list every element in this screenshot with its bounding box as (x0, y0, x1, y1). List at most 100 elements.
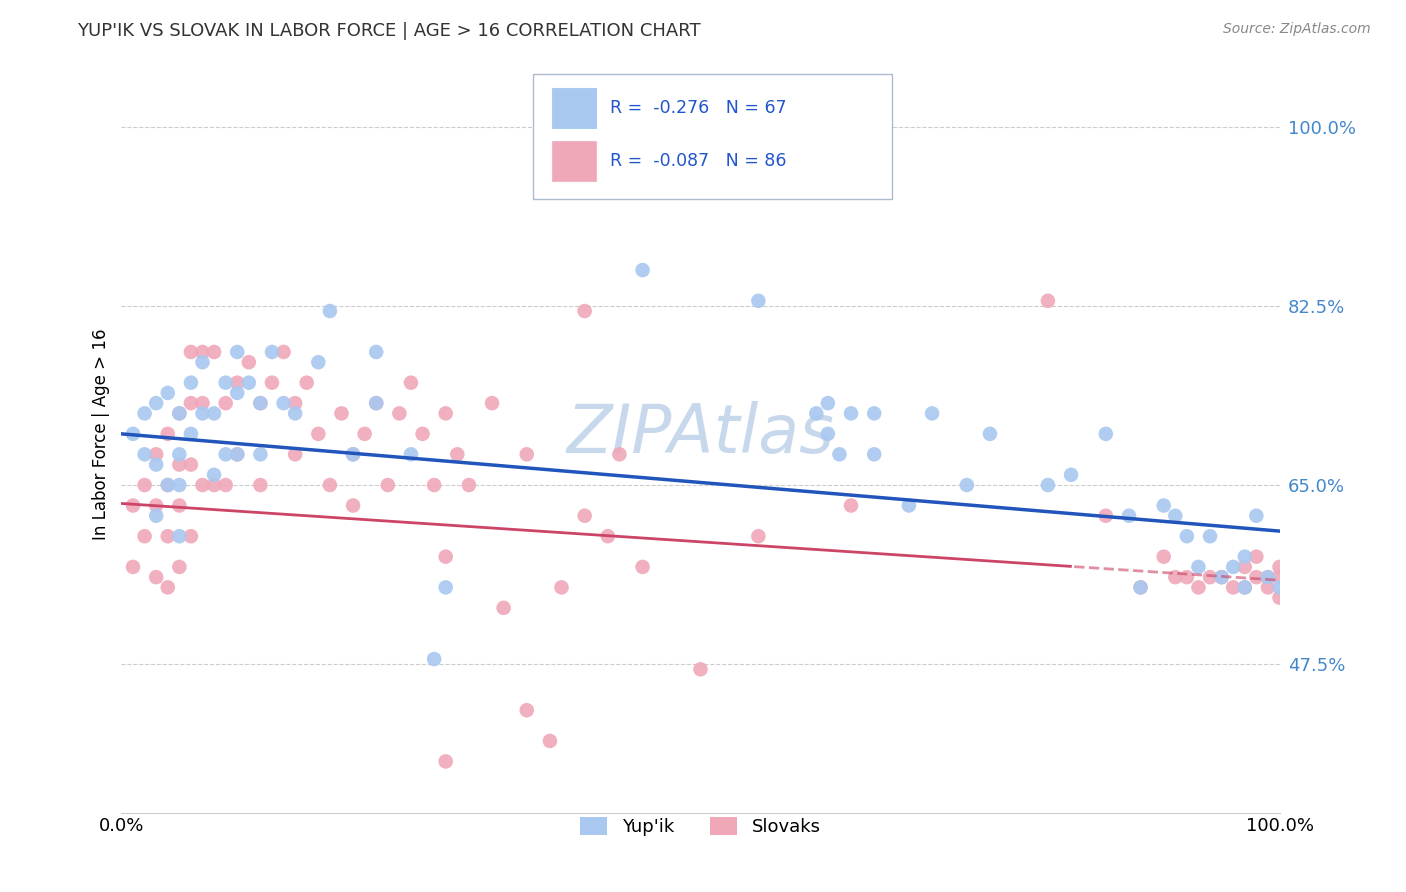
Point (446, 447, 468, 461)
Point (689, 662, 711, 676)
Point (574, 304, 596, 318)
Point (609, 447, 631, 461)
Point (1233, 560, 1256, 574)
Point (956, 478, 979, 492)
Point (249, 478, 271, 492)
Point (1257, 581, 1279, 595)
Point (366, 396, 388, 410)
Point (747, 529, 769, 543)
Point (1268, 581, 1291, 595)
Point (122, 426, 145, 441)
Point (145, 499, 167, 513)
Point (1164, 570, 1187, 584)
Point (238, 355, 260, 369)
Point (1187, 581, 1209, 595)
Point (377, 478, 399, 492)
Point (1153, 499, 1175, 513)
Point (1268, 591, 1291, 605)
Point (1175, 529, 1198, 543)
Point (863, 447, 886, 461)
Point (839, 406, 862, 420)
Point (202, 406, 225, 420)
Point (434, 549, 457, 564)
Point (191, 396, 214, 410)
Point (319, 478, 342, 492)
Point (169, 458, 191, 472)
Point (1094, 508, 1116, 523)
Point (921, 406, 943, 420)
Point (423, 478, 446, 492)
Point (538, 734, 561, 748)
Point (1246, 549, 1268, 564)
Point (1129, 581, 1152, 595)
Point (180, 529, 202, 543)
Point (191, 406, 214, 420)
Point (284, 396, 307, 410)
Point (492, 600, 515, 615)
Point (353, 426, 375, 441)
Point (1211, 570, 1233, 584)
Point (1222, 560, 1244, 574)
Point (238, 376, 260, 390)
Point (1257, 570, 1279, 584)
FancyBboxPatch shape (553, 88, 596, 128)
Point (1268, 560, 1291, 574)
Point (134, 406, 156, 420)
Point (979, 426, 1001, 441)
Point (156, 529, 179, 543)
Point (1233, 549, 1256, 564)
Point (806, 406, 828, 420)
Point (284, 406, 307, 420)
Point (434, 406, 457, 420)
Point (457, 478, 479, 492)
Point (1246, 570, 1268, 584)
Point (1036, 478, 1059, 492)
Point (180, 376, 202, 390)
Text: ZIPAtlas: ZIPAtlas (567, 401, 834, 467)
Point (260, 345, 283, 359)
Point (366, 396, 388, 410)
Point (1118, 508, 1140, 523)
Point (1257, 570, 1279, 584)
Point (863, 406, 886, 420)
Point (180, 426, 202, 441)
Point (156, 581, 179, 595)
Point (1268, 570, 1291, 584)
Point (412, 426, 434, 441)
Point (434, 755, 457, 769)
Point (295, 376, 318, 390)
Point (122, 499, 145, 513)
Point (145, 458, 167, 472)
Point (481, 396, 503, 410)
Point (817, 396, 839, 410)
Point (399, 376, 422, 390)
FancyBboxPatch shape (553, 142, 596, 181)
Point (307, 355, 329, 369)
Point (134, 447, 156, 461)
Point (574, 508, 596, 523)
Text: R =  -0.087   N = 86: R = -0.087 N = 86 (610, 153, 786, 170)
Point (1153, 549, 1175, 564)
Point (169, 406, 191, 420)
Point (747, 293, 769, 308)
Point (134, 478, 156, 492)
Point (202, 345, 225, 359)
Point (307, 426, 329, 441)
Text: YUP'IK VS SLOVAK IN LABOR FORCE | AGE > 16 CORRELATION CHART: YUP'IK VS SLOVAK IN LABOR FORCE | AGE > … (77, 22, 702, 40)
Point (1164, 508, 1187, 523)
Point (828, 447, 851, 461)
Point (631, 263, 654, 277)
Point (180, 345, 202, 359)
Point (169, 529, 191, 543)
Point (1211, 570, 1233, 584)
Point (1129, 581, 1152, 595)
Point (839, 499, 862, 513)
Point (1187, 560, 1209, 574)
FancyBboxPatch shape (533, 74, 891, 199)
Point (202, 478, 225, 492)
Point (202, 467, 225, 482)
Point (260, 376, 283, 390)
Point (388, 406, 411, 420)
Point (122, 560, 145, 574)
Point (145, 508, 167, 523)
